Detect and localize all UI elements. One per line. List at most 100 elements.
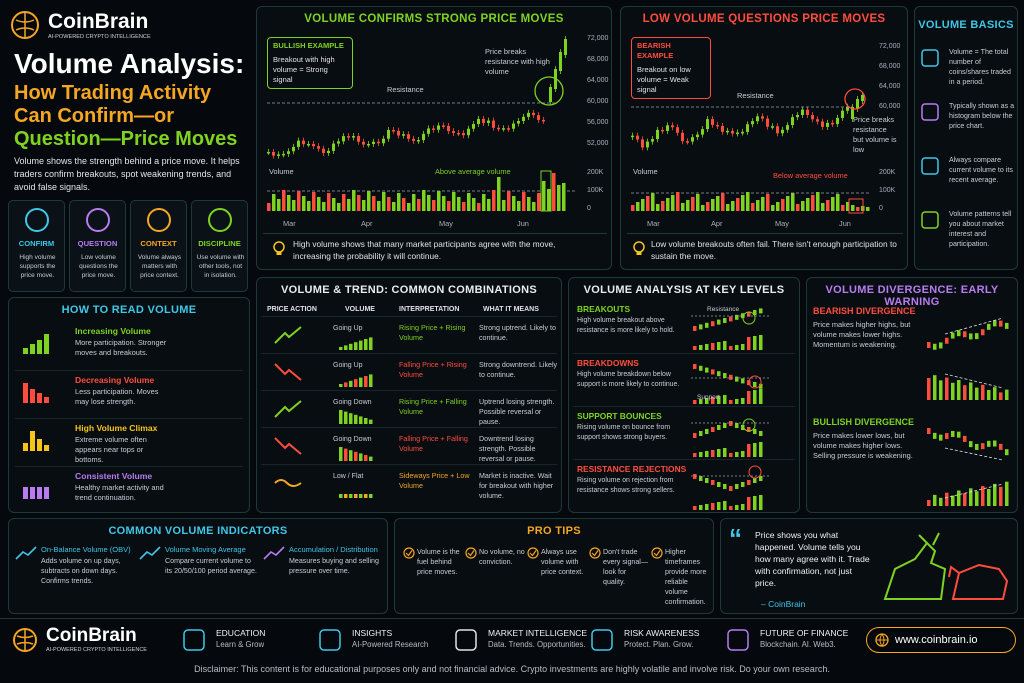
- role-desc: Volume always matters with price context…: [137, 254, 182, 279]
- volume-bar: [477, 203, 481, 211]
- candle: [856, 99, 859, 109]
- candle: [927, 428, 931, 434]
- meaning: Uptrend losing strength. Possible revers…: [479, 398, 555, 426]
- volume-bar: [691, 197, 695, 211]
- candle: [666, 125, 669, 131]
- volume-bar: [651, 193, 655, 211]
- level-name: BREAKDOWNS: [577, 358, 639, 368]
- volume-bar: [851, 205, 855, 211]
- candle: [432, 128, 435, 130]
- level-desc: High volume breakout above resistance is…: [577, 317, 675, 334]
- howto-row: Decreasing Volume Less participation. Mov…: [15, 370, 243, 416]
- candle: [347, 136, 350, 138]
- volume-bar: [666, 198, 670, 211]
- volume-bar: [417, 199, 421, 211]
- subtitle-2: Can Confirm—or: [14, 105, 174, 127]
- volume-bar: [636, 202, 640, 211]
- candle: [457, 132, 460, 135]
- candle: [731, 130, 734, 134]
- level-tag: Support: [697, 394, 720, 401]
- volume-bar: [462, 202, 466, 211]
- y-tick-label: 64,000: [879, 83, 901, 90]
- volume-bar: [392, 202, 396, 211]
- price-arrow-icon: [274, 437, 302, 455]
- volume-bar: [292, 200, 296, 211]
- candle: [272, 151, 275, 156]
- level-desc: Rising volume on rejection from resistan…: [577, 477, 675, 494]
- volume-bar: [656, 204, 660, 211]
- volume-bar: [427, 195, 431, 211]
- footer-brand: CoinBrain: [46, 625, 137, 646]
- quote-author: – CoinBrain: [761, 599, 806, 609]
- candle: [771, 126, 774, 128]
- bullish-example-body: Breakout with high volume = Strong signa…: [273, 55, 335, 84]
- volume-trend: Going Up: [333, 325, 363, 332]
- updown-icon: [921, 157, 939, 175]
- meaning: Market is inactive. Wait for breakout wi…: [479, 472, 554, 500]
- bearish-panel: LOW VOLUME QUESTIONS PRICE MOVES BEARISH…: [620, 6, 908, 270]
- brain-icon: [13, 628, 37, 652]
- check-icon: [465, 547, 477, 559]
- table-header: WHAT IT MEANS: [483, 306, 539, 313]
- bearish-tip: Low volume breakouts often fail. There i…: [651, 239, 897, 261]
- volume-bar: [467, 193, 471, 211]
- table-header: INTERPRETATION: [399, 306, 460, 313]
- volume-highlight: [540, 170, 552, 212]
- table-row: Going Down Rising Price + Falling Volume U…: [261, 390, 557, 427]
- month-label: May: [439, 219, 453, 228]
- volume-bar: [552, 173, 556, 211]
- volume-bar: [1005, 481, 1009, 506]
- month-label: Mar: [283, 219, 296, 228]
- table-row: Low / Flat Sideways Price + Low Volume Mar…: [261, 464, 557, 501]
- volume-bar: [681, 203, 685, 211]
- volume-highlight: [848, 198, 864, 214]
- interpretation: Sideways Price + Low Volume: [399, 471, 470, 490]
- website-link[interactable]: www.coinbrain.io: [866, 627, 1016, 653]
- volume-bars-icon: [23, 383, 49, 403]
- divergence-title: VOLUME DIVERGENCE: EARLY WARNING: [825, 284, 999, 308]
- brain-icon: [11, 11, 39, 39]
- candle: [661, 129, 664, 132]
- volume-bar: [362, 200, 366, 211]
- y-tick-label: 68,000: [587, 56, 609, 63]
- volume-bar: [377, 201, 381, 211]
- vol-tick-label: 200K: [587, 169, 604, 176]
- level-row: SUPPORT BOUNCES Rising volume on bounce f…: [573, 406, 795, 459]
- candle: [831, 122, 834, 125]
- candle: [751, 121, 754, 125]
- volume-bar: [422, 190, 426, 211]
- candle: [861, 95, 864, 101]
- volume-bar: [776, 202, 780, 211]
- candle: [806, 109, 809, 116]
- candle: [691, 137, 694, 142]
- shield-icon: [208, 208, 232, 232]
- volume-bar: [532, 202, 536, 211]
- subtitle-1: How Trading Activity: [14, 82, 212, 104]
- y-tick-label: 72,000: [587, 35, 609, 42]
- trend-table-panel: VOLUME & TREND: COMMON COMBINATIONS PRIC…: [256, 277, 562, 513]
- volume-bar: [927, 500, 931, 506]
- volume-bar: [487, 199, 491, 211]
- volume-bar: [696, 194, 700, 211]
- indicator-name: On-Balance Volume (OBV): [41, 545, 131, 554]
- table-header: PRICE ACTION: [267, 306, 317, 313]
- y-tick-label: 52,000: [587, 140, 609, 147]
- table-row: Going Up Falling Price + Rising Volume Str…: [261, 353, 557, 390]
- howto-name: Consistent Volume: [75, 471, 153, 481]
- candle: [726, 130, 729, 133]
- volume-trend: Low / Flat: [333, 473, 364, 480]
- volume-trend: Going Down: [333, 436, 372, 443]
- candle: [939, 342, 943, 349]
- volume-bar: [981, 384, 985, 400]
- volume-bar: [706, 202, 710, 211]
- volume-bar: [987, 489, 991, 506]
- candle: [442, 125, 445, 127]
- candle: [676, 127, 679, 133]
- volume-bar: [821, 203, 825, 211]
- bearish-title: LOW VOLUME QUESTIONS PRICE MOVES: [642, 13, 886, 25]
- candle: [382, 138, 385, 144]
- y-tick-label: 60,000: [587, 98, 609, 105]
- candle: [786, 125, 789, 130]
- how-to-read-panel: HOW TO READ VOLUME Increasing Volume More…: [8, 297, 250, 513]
- candle: [322, 148, 325, 154]
